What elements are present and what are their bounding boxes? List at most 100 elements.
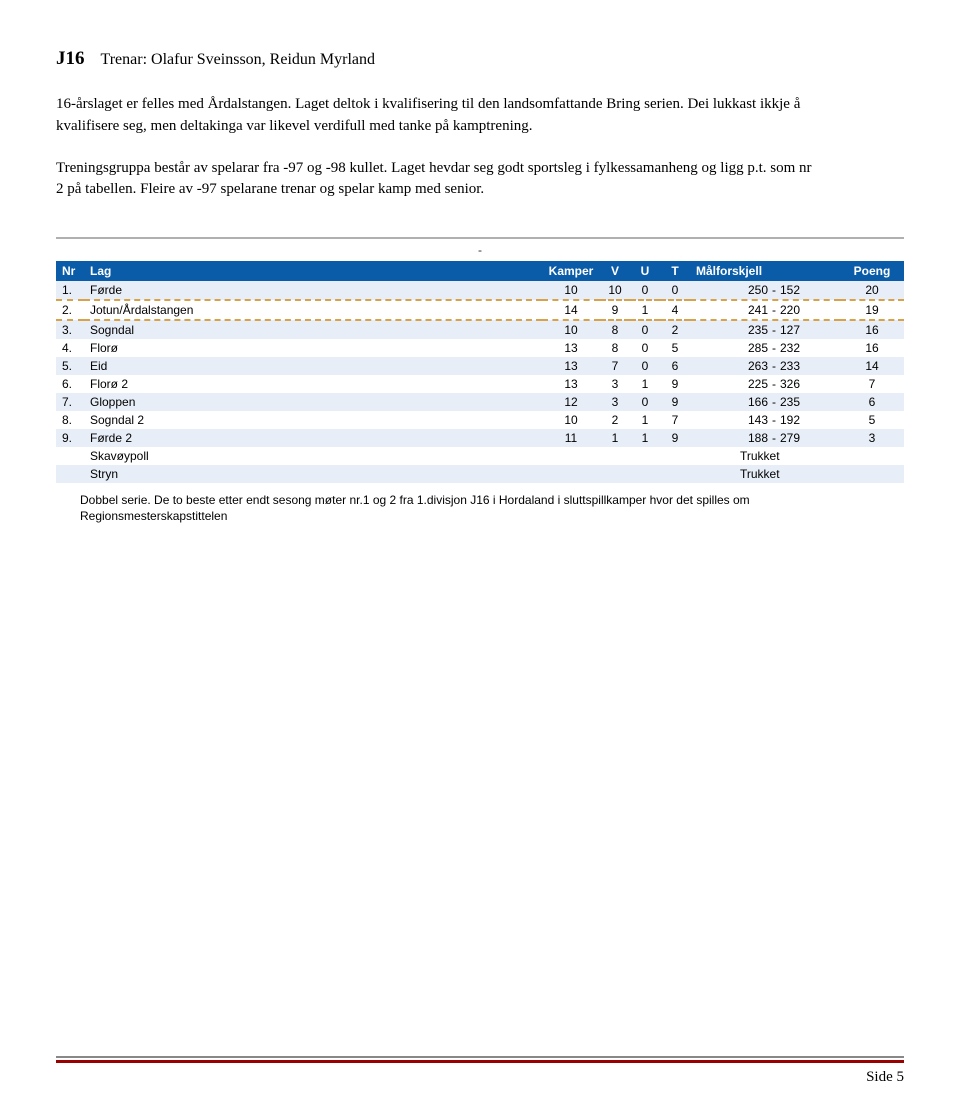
cell-team: Jotun/Årdalstangen (84, 300, 542, 320)
cell-t: 9 (660, 429, 690, 447)
table-footnote: Dobbel serie. De to beste etter endt ses… (56, 493, 904, 524)
cell-pts: 5 (840, 411, 904, 429)
cell-u: 1 (630, 375, 660, 393)
cell-games (542, 465, 600, 483)
cell-goaldiff: 143-192 (690, 411, 840, 429)
cell-pts (840, 465, 904, 483)
cell-pts: 19 (840, 300, 904, 320)
footer-rule-grey (56, 1056, 904, 1058)
cell-nr (56, 447, 84, 465)
cell-games: 13 (542, 339, 600, 357)
cell-pts: 16 (840, 339, 904, 357)
cell-nr: 4. (56, 339, 84, 357)
cell-v: 8 (600, 339, 630, 357)
cell-v: 10 (600, 281, 630, 300)
cell-team: Florø 2 (84, 375, 542, 393)
page-number: Side 5 (56, 1069, 904, 1086)
cell-pts: 6 (840, 393, 904, 411)
cell-goaldiff: 188-279 (690, 429, 840, 447)
cell-t (660, 465, 690, 483)
standings-table: Nr Lag Kamper V U T Målforskjell Poeng 1… (56, 261, 904, 483)
cell-t (660, 447, 690, 465)
cell-u (630, 465, 660, 483)
table-row: 7.Gloppen12309166-2356 (56, 393, 904, 411)
cell-pts: 16 (840, 320, 904, 339)
cell-team: Førde (84, 281, 542, 300)
col-pts: Poeng (840, 261, 904, 281)
cell-pts: 14 (840, 357, 904, 375)
cell-u: 0 (630, 320, 660, 339)
cell-nr: 8. (56, 411, 84, 429)
cell-nr (56, 465, 84, 483)
cell-nr: 2. (56, 300, 84, 320)
cell-u (630, 447, 660, 465)
cell-games: 13 (542, 357, 600, 375)
cell-u: 1 (630, 429, 660, 447)
table-row: 2.Jotun/Årdalstangen14914241-22019 (56, 300, 904, 320)
cell-team: Sogndal 2 (84, 411, 542, 429)
cell-status: Trukket (690, 465, 840, 483)
cell-nr: 3. (56, 320, 84, 339)
standings-table-region: - Nr Lag Kamper V U T Målforskjell Poeng… (56, 237, 904, 524)
cell-games: 10 (542, 281, 600, 300)
table-header-row: Nr Lag Kamper V U T Målforskjell Poeng (56, 261, 904, 281)
cell-v (600, 465, 630, 483)
cell-goaldiff: 263-233 (690, 357, 840, 375)
cell-v: 1 (600, 429, 630, 447)
cell-games: 12 (542, 393, 600, 411)
cell-pts (840, 447, 904, 465)
footer-rule-red (56, 1060, 904, 1063)
table-row: 6.Florø 213319225-3267 (56, 375, 904, 393)
cell-team: Førde 2 (84, 429, 542, 447)
table-row: 9.Førde 211119188-2793 (56, 429, 904, 447)
col-v: V (600, 261, 630, 281)
cell-t: 6 (660, 357, 690, 375)
cell-nr: 1. (56, 281, 84, 300)
cell-games (542, 447, 600, 465)
cell-goaldiff: 166-235 (690, 393, 840, 411)
table-row: 8.Sogndal 210217143-1925 (56, 411, 904, 429)
page-heading: J16 Trenar: Olafur Sveinsson, Reidun Myr… (56, 48, 904, 70)
cell-u: 0 (630, 281, 660, 300)
cell-u: 1 (630, 411, 660, 429)
trainer-label: Trenar: (101, 51, 148, 68)
cell-nr: 5. (56, 357, 84, 375)
cell-nr: 9. (56, 429, 84, 447)
table-row: Skavøypoll Trukket (56, 447, 904, 465)
cell-t: 4 (660, 300, 690, 320)
cell-goaldiff: 241-220 (690, 300, 840, 320)
table-row: 5.Eid13706263-23314 (56, 357, 904, 375)
cell-games: 10 (542, 320, 600, 339)
trainer-names: Olafur Sveinsson, Reidun Myrland (151, 51, 375, 68)
cell-nr: 7. (56, 393, 84, 411)
cell-pts: 20 (840, 281, 904, 300)
cell-status: Trukket (690, 447, 840, 465)
cell-games: 10 (542, 411, 600, 429)
table-row: 1.Førde101000250-15220 (56, 281, 904, 300)
col-u: U (630, 261, 660, 281)
cell-t: 9 (660, 393, 690, 411)
table-row: 3.Sogndal10802235-12716 (56, 320, 904, 339)
cell-team: Gloppen (84, 393, 542, 411)
cell-team: Florø (84, 339, 542, 357)
cell-t: 0 (660, 281, 690, 300)
cell-u: 0 (630, 393, 660, 411)
cell-games: 13 (542, 375, 600, 393)
cell-team: Skavøypoll (84, 447, 542, 465)
cell-games: 11 (542, 429, 600, 447)
col-games: Kamper (542, 261, 600, 281)
cell-u: 1 (630, 300, 660, 320)
cell-v (600, 447, 630, 465)
cell-t: 9 (660, 375, 690, 393)
cell-goaldiff: 285-232 (690, 339, 840, 357)
cell-goaldiff: 250-152 (690, 281, 840, 300)
cell-goaldiff: 225-326 (690, 375, 840, 393)
cell-t: 7 (660, 411, 690, 429)
cell-v: 7 (600, 357, 630, 375)
cell-t: 5 (660, 339, 690, 357)
cell-u: 0 (630, 357, 660, 375)
cell-t: 2 (660, 320, 690, 339)
cell-v: 9 (600, 300, 630, 320)
cell-nr: 6. (56, 375, 84, 393)
cell-v: 3 (600, 393, 630, 411)
